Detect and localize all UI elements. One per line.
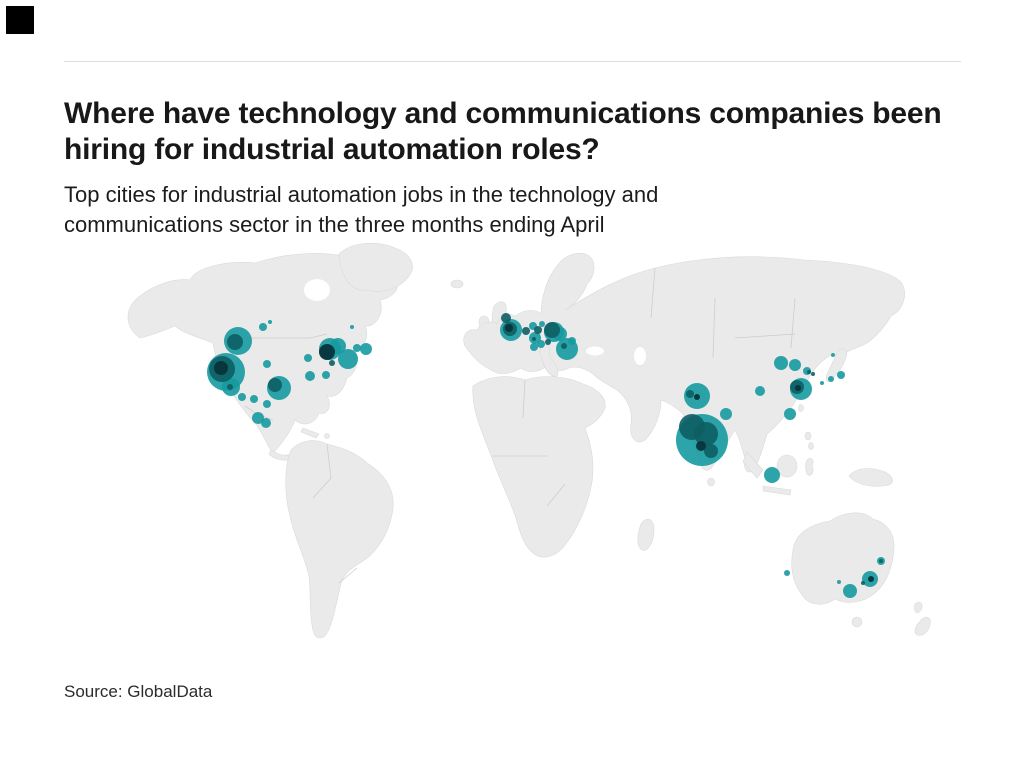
header-divider	[64, 61, 961, 62]
city-bubble	[534, 326, 542, 334]
city-bubble	[861, 581, 865, 585]
city-bubble	[556, 338, 578, 360]
city-bubble	[879, 559, 883, 563]
city-bubble	[268, 378, 282, 392]
city-bubble	[353, 344, 361, 352]
city-bubble	[868, 576, 874, 582]
city-bubble	[694, 422, 718, 446]
city-bubble	[252, 412, 264, 424]
city-bubble	[329, 360, 335, 366]
city-bubble	[545, 339, 551, 345]
city-bubble	[263, 400, 271, 408]
city-bubble	[837, 580, 841, 584]
city-bubble	[686, 390, 694, 398]
city-bubble	[784, 570, 790, 576]
city-bubble	[530, 343, 538, 351]
city-bubble	[250, 395, 258, 403]
source-note: Source: GlobalData	[64, 682, 213, 701]
city-bubble	[704, 444, 718, 458]
city-bubble	[764, 467, 780, 483]
city-bubble	[807, 370, 811, 374]
city-bubble	[831, 353, 835, 357]
city-bubble	[214, 361, 228, 375]
city-bubble	[501, 313, 511, 323]
city-bubble	[774, 356, 788, 370]
city-bubble	[694, 394, 700, 400]
city-bubble	[227, 334, 243, 350]
city-bubble	[789, 359, 801, 371]
city-bubble	[828, 376, 834, 382]
city-bubble	[350, 325, 354, 329]
city-bubble	[795, 385, 801, 391]
city-bubble	[755, 386, 765, 396]
city-bubble	[837, 371, 845, 379]
city-bubble	[537, 340, 545, 348]
city-bubble	[539, 321, 545, 327]
page-title: Where have technology and communications…	[64, 97, 942, 167]
page-subtitle: Top cities for industrial automation job…	[64, 182, 659, 238]
city-bubble	[505, 324, 513, 332]
city-bubble	[720, 408, 732, 420]
city-bubble	[696, 441, 706, 451]
city-bubble	[338, 349, 358, 369]
city-bubble	[843, 584, 857, 598]
city-bubble	[259, 323, 267, 331]
world-map-svg	[127, 242, 931, 639]
city-bubble	[319, 344, 335, 360]
city-bubble	[360, 343, 372, 355]
city-bubble	[238, 393, 246, 401]
city-bubble	[784, 408, 796, 420]
brand-mark	[6, 6, 34, 34]
world-bubble-map	[95, 238, 955, 668]
city-bubble-layer	[207, 313, 885, 598]
city-bubble	[227, 384, 233, 390]
city-bubble	[322, 371, 330, 379]
city-bubble	[811, 372, 815, 376]
city-bubble	[305, 371, 315, 381]
world-map-land	[127, 242, 931, 639]
city-bubble	[263, 360, 271, 368]
city-bubble	[304, 354, 312, 362]
city-bubble	[522, 327, 530, 335]
city-bubble	[544, 322, 560, 338]
city-bubble	[561, 343, 567, 349]
city-bubble	[268, 320, 272, 324]
city-bubble	[261, 418, 271, 428]
city-bubble	[532, 337, 536, 341]
city-bubble	[820, 381, 824, 385]
